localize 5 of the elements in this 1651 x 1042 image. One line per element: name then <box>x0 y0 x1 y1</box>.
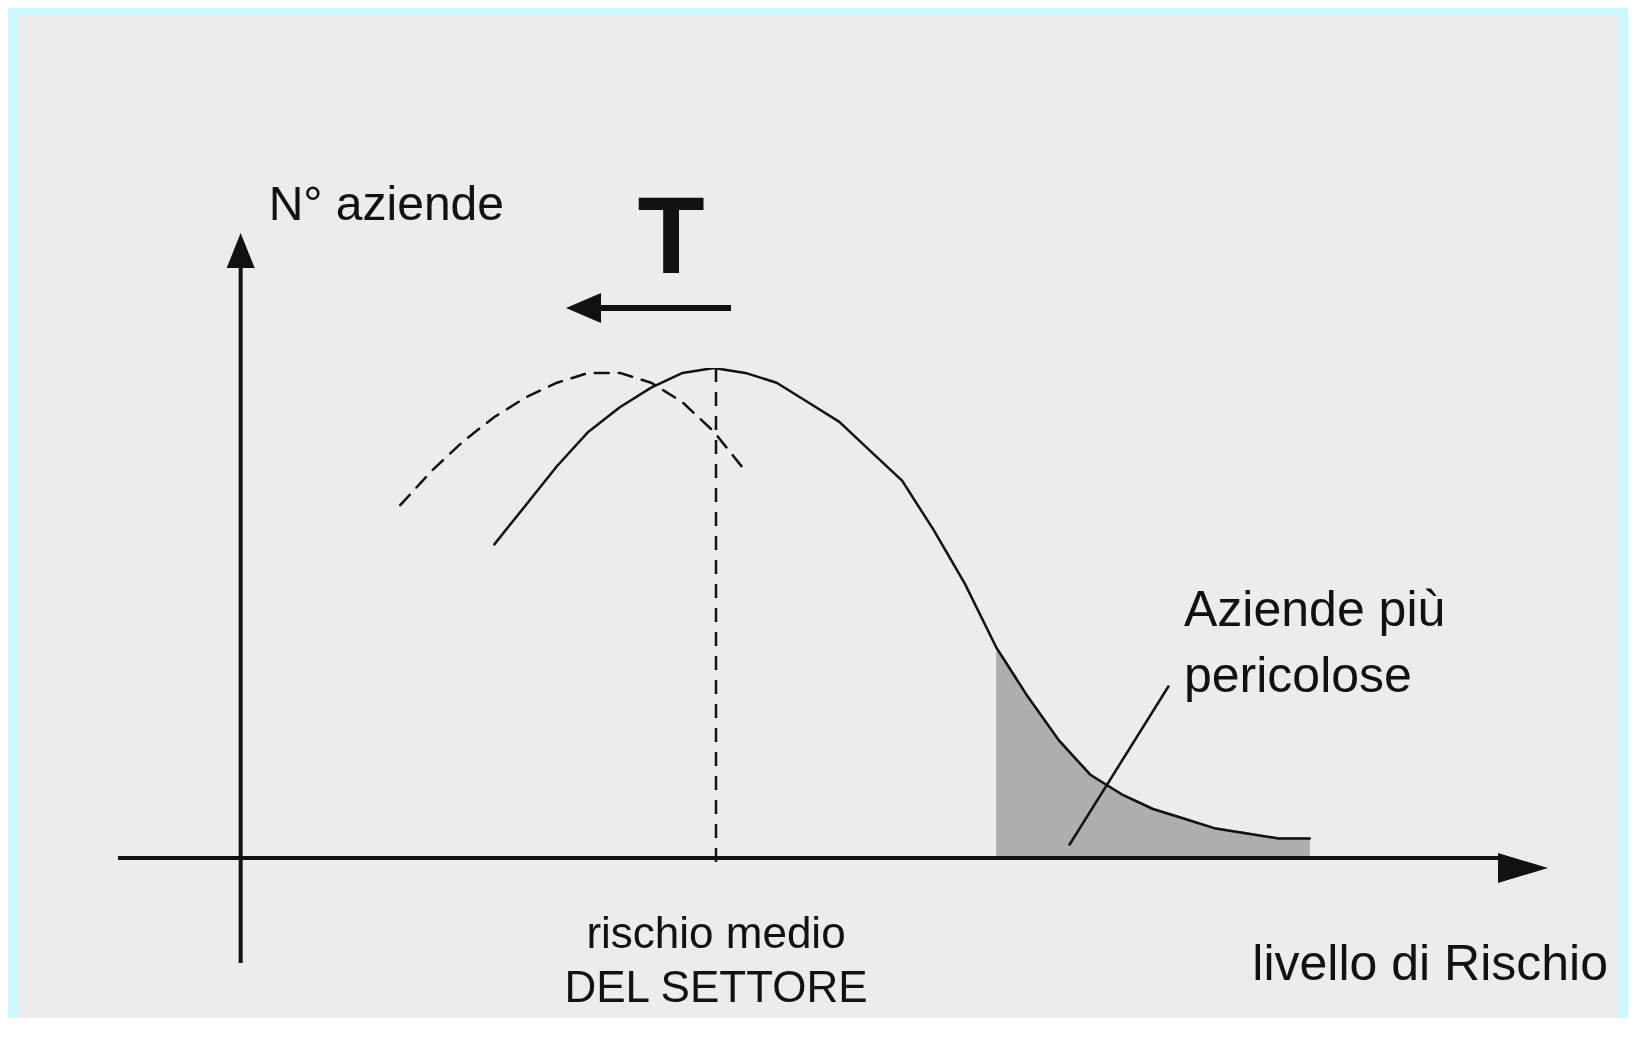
y-axis-title: N° aziende <box>268 177 505 230</box>
annotation: Aziende più pericolose <box>1184 580 1446 703</box>
text: T <box>637 173 705 296</box>
x-axis-title: livello di Rischio <box>1252 935 1608 991</box>
text: rischio medio DEL SETTORE <box>564 908 868 1011</box>
